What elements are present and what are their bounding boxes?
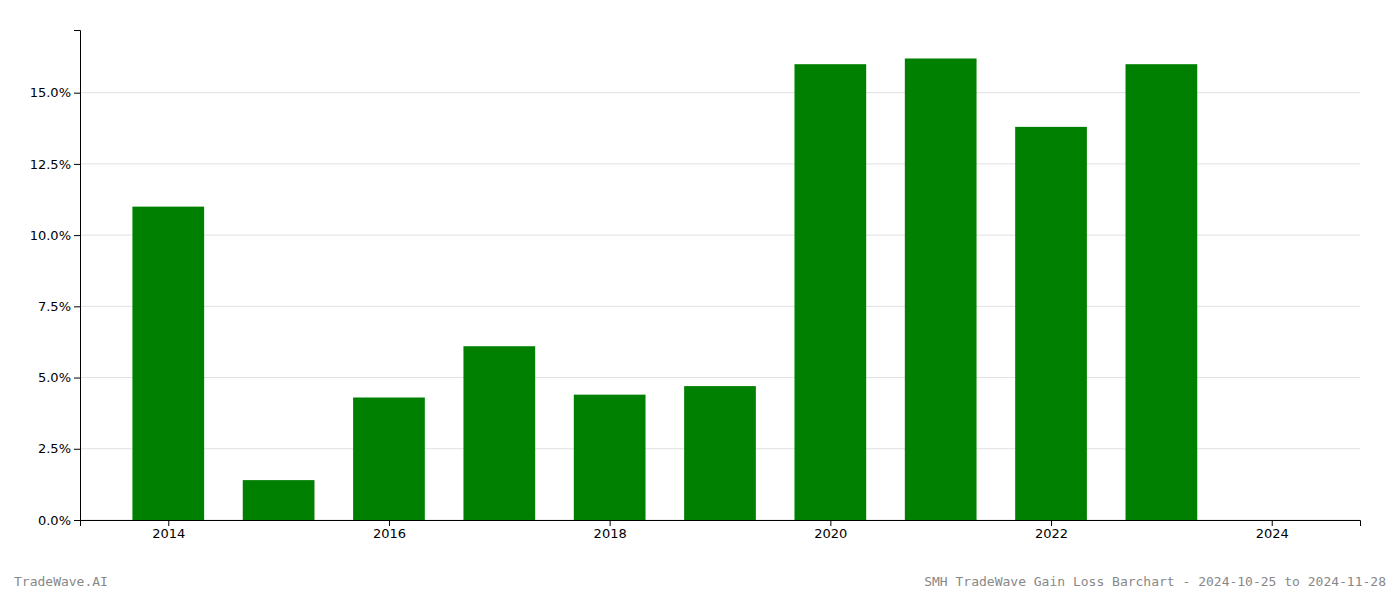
tick-mark [1272,520,1273,526]
y-axis: 0.0% 2.5% 5.0% 7.5% 10.0% 12.5% 15.0% [30,31,81,528]
bar [353,398,425,521]
footer-text: TradeWave.AI [14,574,108,589]
tick-label: 2018 [594,526,627,541]
tick-mark [389,520,390,526]
bar [574,395,646,520]
tick-mark [74,378,80,379]
tick-mark [1051,520,1052,526]
tick-mark [74,93,80,94]
tick-label: 2014 [152,526,185,541]
tick-mark [830,520,831,526]
tick-label: 2.5% [38,441,71,456]
tick-label: 7.5% [38,299,71,314]
tick-mark [610,520,611,526]
tick-label: 12.5% [30,157,71,172]
tick: 10.0% [30,228,80,243]
bar [132,207,204,520]
bar [243,480,315,520]
tick: 2022 [1035,520,1068,541]
tick: 12.5% [30,157,80,172]
bar [463,346,535,520]
bar [794,64,866,520]
tick-label: 2024 [1256,526,1289,541]
tick: 2018 [594,520,627,541]
bar [1126,64,1198,520]
tick-label: 2016 [373,526,406,541]
bar [684,386,756,520]
tick-label: 2020 [814,526,847,541]
tick-mark [74,520,80,521]
tick-label: 0.0% [38,513,71,528]
tick: 0.0% [38,513,80,528]
bar [1015,127,1087,520]
tick-label: 2022 [1035,526,1068,541]
axis-line [81,521,1361,527]
tick-label: 10.0% [30,228,71,243]
tick-mark [74,306,80,307]
x-axis: 2014 2016 2018 2020 2022 2024 [81,520,1361,541]
tick-label: 5.0% [38,370,71,385]
plot-area [132,58,1197,520]
footer: TradeWave.AI SMH TradeWave Gain Loss Barc… [14,574,1386,589]
tick: 2024 [1256,520,1289,541]
axis-line [74,31,81,521]
tick-mark [168,520,169,526]
tick: 2020 [814,520,847,541]
tick: 2.5% [38,441,80,456]
tick: 2014 [152,520,185,541]
tick-mark [74,235,80,236]
tick-mark [74,164,80,165]
bar [905,58,977,520]
tick: 7.5% [38,299,80,314]
tick: 2016 [373,520,406,541]
tick-label: 15.0% [30,85,71,100]
chart: 2014 2016 2018 2020 2022 2024 0.0% 2.5% 5.0% 7.5%… [0,0,1400,600]
tick-mark [74,449,80,450]
footer-text: SMH TradeWave Gain Loss Barchart - 2024-… [924,574,1386,589]
tick: 5.0% [38,370,80,385]
tick: 15.0% [30,85,80,100]
